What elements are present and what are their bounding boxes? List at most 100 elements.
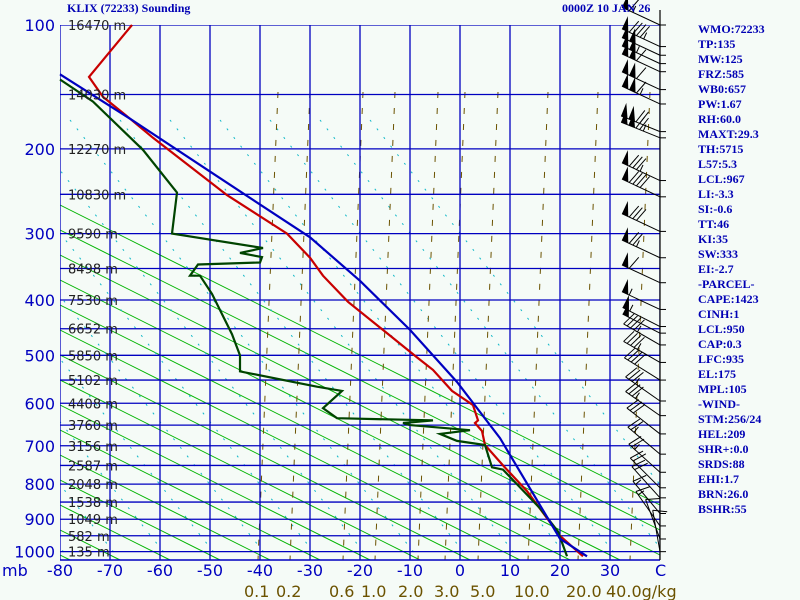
x-axis-unit-label: C: [655, 561, 666, 580]
height-label: 1538 m: [68, 496, 118, 511]
index-item: BRN:26.0: [698, 487, 749, 501]
wind-barb-full: [628, 384, 641, 395]
pressure-label: 700: [24, 437, 55, 456]
wind-barb-staff: [625, 391, 661, 417]
wind-barb-staff: [635, 491, 661, 527]
dry-adiabat-line: [60, 204, 660, 506]
mixing-ratio-line: [257, 91, 279, 560]
index-item: BSHR:55: [698, 502, 747, 516]
wind-barb-pennant: [621, 227, 629, 243]
index-item: SRDS:88: [698, 457, 745, 471]
wind-barb-staff: [632, 480, 661, 514]
index-item: CAP:0.3: [698, 337, 742, 351]
wind-barb-staff: [629, 457, 661, 489]
wind-barb-full: [632, 474, 647, 482]
wind-barb-full: [631, 438, 645, 448]
wind-barb-full: [631, 386, 644, 397]
wind-barb-full: [632, 172, 643, 185]
wind-barb-pennant: [629, 62, 636, 79]
height-label: 3760 m: [68, 419, 118, 434]
temperature-profile-line: [87, 24, 584, 558]
wind-barb-full: [632, 156, 643, 169]
index-item: LFC:935: [698, 352, 744, 366]
wind-barb-half: [637, 490, 645, 496]
moist-adiabat-line: [0, 120, 20, 560]
index-item: FRZ:585: [698, 67, 744, 81]
height-label: 7530 m: [68, 294, 118, 309]
index-item: EL:175: [698, 367, 737, 381]
height-label: 12270 m: [68, 143, 126, 158]
wind-barb-pennant: [621, 150, 629, 166]
wind-barb-half: [635, 46, 640, 53]
height-label: 3156 m: [68, 440, 118, 455]
index-item: SHR+:0.0: [698, 442, 749, 456]
x-tick-label: -20: [347, 561, 373, 580]
x-tick-label: -80: [47, 561, 73, 580]
wind-barb-pennant: [621, 59, 629, 75]
mixing-ratio-label: 3.0: [434, 582, 459, 600]
wind-barb-full: [630, 450, 644, 459]
index-item: WB0:657: [698, 82, 746, 96]
y-axis-unit-label: mb: [2, 561, 28, 580]
wind-barb-half: [637, 343, 642, 350]
wind-barb-staff: [621, 291, 661, 310]
mixing-ratio-label: 1.0: [361, 582, 386, 600]
x-tick-label: -50: [197, 561, 223, 580]
dry-adiabat-line: [60, 229, 660, 531]
x-tick-label: -30: [297, 561, 323, 580]
wind-barb-full: [636, 24, 647, 36]
pressure-label: 100: [24, 16, 55, 35]
mixing-ratio-label: 0.1: [244, 582, 269, 600]
wind-barb-pennant: [629, 76, 636, 93]
index-item: L57:5.3: [698, 157, 737, 171]
wind-barb-full: [636, 49, 647, 62]
wind-barb-full: [639, 25, 650, 38]
index-item: EHI:1.7: [698, 472, 740, 486]
height-label: 16470 m: [68, 19, 126, 34]
wind-barb-full: [630, 317, 642, 329]
height-label: 6652 m: [68, 323, 118, 338]
height-label: 2048 m: [68, 478, 118, 493]
wind-barb-full: [632, 233, 643, 246]
index-item: CAPE:1423: [698, 292, 759, 306]
wind-barb-staff: [628, 443, 661, 473]
wind-barb-full: [627, 418, 641, 428]
x-tick-label: -70: [97, 561, 123, 580]
wind-barb-full: [628, 154, 640, 167]
height-label: 5102 m: [68, 374, 118, 389]
wind-barb-pennant: [621, 73, 629, 90]
wind-barb-full: [632, 453, 647, 462]
wind-barb-pennant: [621, 252, 629, 268]
x-tick-label: -60: [147, 561, 173, 580]
wind-barb-half: [629, 304, 634, 312]
index-item: MPL:105: [698, 382, 747, 396]
x-tick-label: -10: [397, 561, 423, 580]
wind-barb-full: [627, 349, 639, 361]
index-item: SI:-0.6: [698, 202, 733, 216]
wind-barb-full: [625, 367, 638, 378]
wind-barb-full: [630, 334, 642, 346]
parcel-profile-line: [59, 73, 588, 558]
index-item: CINH:1: [698, 307, 740, 321]
mixing-ratio-line: [289, 91, 311, 560]
pressure-label: 900: [24, 510, 55, 529]
wind-barb-full: [626, 399, 639, 409]
pressure-label: 500: [24, 346, 55, 365]
mixing-ratio-line: [444, 91, 466, 560]
index-item: RH:60.0: [698, 112, 741, 126]
dry-adiabat-line: [60, 279, 621, 560]
mixing-ratio-label: 20.0: [566, 582, 602, 600]
wind-barb-full: [633, 319, 645, 331]
mixing-ratio-line: [577, 91, 599, 560]
wind-barb-staff: [621, 85, 661, 105]
wind-barb-full: [645, 497, 661, 501]
index-item: TP:135: [698, 37, 736, 51]
index-item: LI:-3.3: [698, 187, 734, 201]
wind-barb-full: [632, 207, 643, 220]
wind-barb-full: [639, 176, 650, 188]
mixing-ratio-label: 0.6: [329, 582, 354, 600]
wind-barb-full: [628, 205, 640, 218]
wind-barb-pennant: [628, 112, 635, 128]
height-label: 14030 m: [68, 88, 126, 103]
x-tick-label: 10: [500, 561, 520, 580]
